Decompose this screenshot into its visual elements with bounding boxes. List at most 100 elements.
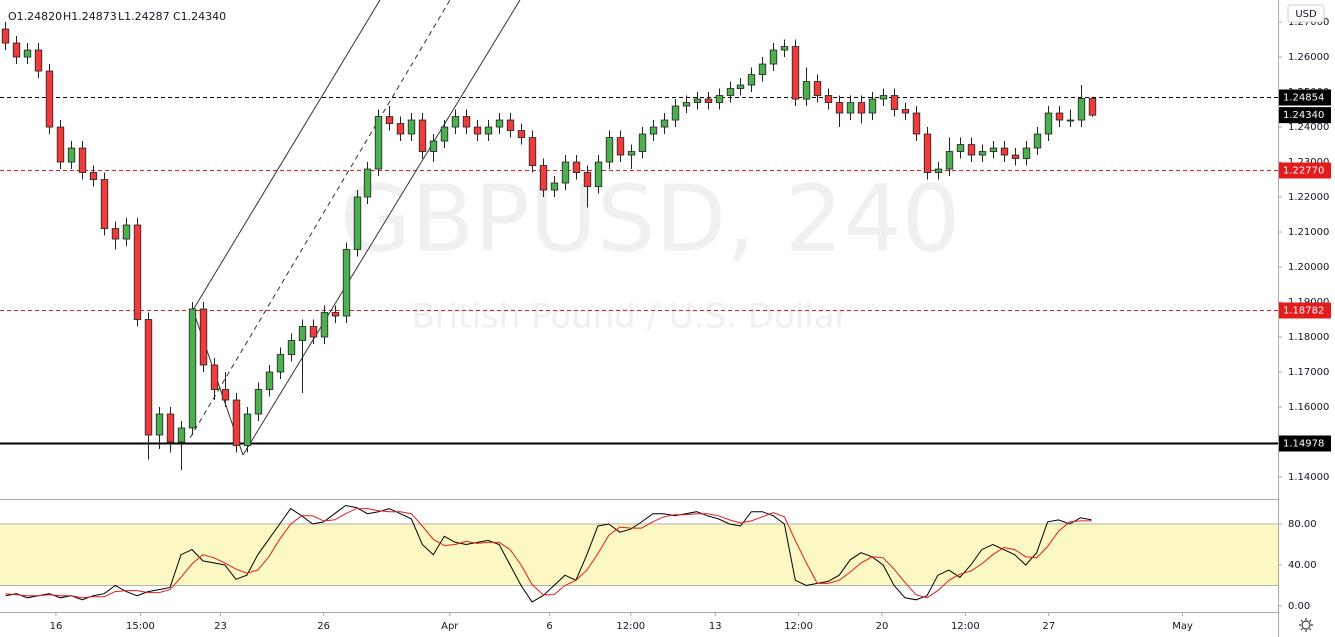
candle-body — [232, 399, 241, 446]
ohlc-value: L1.24287 — [118, 10, 170, 23]
x-tick-label: 20 — [876, 621, 889, 632]
candle-body — [374, 116, 383, 170]
candle-body — [923, 133, 932, 173]
channel-median — [189, 0, 451, 439]
candle-body — [506, 119, 515, 131]
candle-body — [1088, 97, 1097, 116]
candle-body — [429, 140, 438, 152]
oscillator — [5, 504, 1092, 603]
candle-body — [451, 116, 460, 128]
candle-body — [660, 119, 669, 128]
price-label: 1.24854 — [1283, 93, 1324, 104]
candle-body — [912, 112, 921, 135]
candle-body — [133, 224, 142, 320]
candle-body — [363, 168, 372, 198]
x-tick-label: 26 — [317, 621, 330, 632]
candle-body — [265, 371, 274, 390]
oscillator-band — [0, 523, 1278, 586]
osc-tick-label: 40.00 — [1288, 560, 1317, 571]
candle-body — [144, 319, 153, 436]
candle-body — [473, 126, 482, 135]
candle-body — [111, 228, 120, 240]
x-tick-label: Apr — [441, 621, 459, 632]
candle-body — [594, 161, 603, 187]
y-tick-label: 1.27000 — [1288, 17, 1329, 28]
candle-body — [769, 49, 778, 65]
candle-body — [342, 249, 351, 317]
candle-body — [605, 137, 614, 163]
candle-body — [638, 133, 647, 152]
candle-body — [100, 179, 109, 229]
ohlc-value: C1.24340 — [173, 10, 226, 23]
price-label-box — [1279, 302, 1331, 319]
candle-body — [440, 126, 449, 142]
candle-body — [934, 168, 943, 173]
candle-body — [89, 172, 98, 180]
candle-body — [353, 196, 362, 250]
candle-body — [517, 130, 526, 138]
candle-body — [1000, 147, 1009, 156]
candle-body — [155, 413, 164, 436]
candle-body — [309, 326, 318, 338]
candle-body — [583, 172, 592, 187]
candle-body — [693, 98, 702, 103]
candle-body — [824, 95, 833, 103]
candle-body — [320, 312, 329, 338]
candle-body — [1077, 97, 1086, 121]
candle-body — [45, 70, 54, 128]
candle-body — [287, 340, 296, 355]
y-tick-label: 1.14000 — [1288, 472, 1329, 483]
candle-body — [23, 49, 32, 58]
candle-body — [682, 102, 691, 107]
channel-upper — [192, 0, 381, 311]
y-tick-label: 1.24000 — [1288, 122, 1329, 133]
price-lines — [0, 97, 1278, 445]
candle-body — [1011, 154, 1020, 159]
candle-body — [34, 49, 43, 72]
candle-body — [1033, 133, 1042, 149]
y-tick-label: 1.22000 — [1288, 192, 1329, 203]
candle-body — [331, 312, 340, 317]
candle-body — [1055, 112, 1064, 121]
candle-body — [177, 427, 186, 443]
candle-body — [879, 95, 888, 100]
oscillator-line — [5, 504, 1092, 603]
osc-tick-label: 0.00 — [1288, 601, 1310, 612]
candle-body — [901, 109, 910, 114]
candle-body — [890, 95, 899, 110]
candle-body — [1066, 119, 1075, 122]
ohlc-value: H1.24873 — [63, 10, 117, 23]
x-tick-label: 12:00 — [951, 621, 980, 632]
candle-body — [704, 98, 713, 103]
x-tick-label: 13 — [709, 621, 722, 632]
price-label-box — [1279, 435, 1331, 452]
oscillator-band-group — [0, 523, 1278, 586]
y-tick-label: 1.20000 — [1288, 262, 1329, 273]
currency-box[interactable] — [1287, 4, 1325, 23]
price-label: 1.14978 — [1283, 439, 1324, 450]
candle-body — [276, 354, 285, 373]
candle-body — [12, 42, 21, 58]
candle-body — [539, 165, 548, 191]
axis-labels: 1.140001.150001.160001.170001.180001.190… — [50, 17, 1331, 632]
candle-body — [385, 116, 394, 124]
candle-body — [418, 119, 427, 152]
price-label: 1.22770 — [1283, 166, 1324, 177]
x-tick-label: 23 — [214, 621, 227, 632]
channel-lower — [242, 0, 521, 456]
candle-body — [528, 137, 537, 166]
x-tick-label: 15:00 — [126, 621, 155, 632]
candle-body — [791, 46, 800, 100]
candle-body — [857, 102, 866, 114]
candle-body — [210, 364, 219, 390]
candle-body — [747, 74, 756, 86]
candle-body — [835, 102, 844, 114]
candle-body — [407, 119, 416, 135]
x-tick-label: 12:00 — [616, 621, 645, 632]
last-price-label: 1.24340 — [1283, 110, 1324, 121]
osc-tick-label: 80.00 — [1288, 519, 1317, 530]
candle-body — [495, 119, 504, 128]
settings-icon[interactable] — [1299, 618, 1313, 632]
candle-body — [199, 308, 208, 366]
